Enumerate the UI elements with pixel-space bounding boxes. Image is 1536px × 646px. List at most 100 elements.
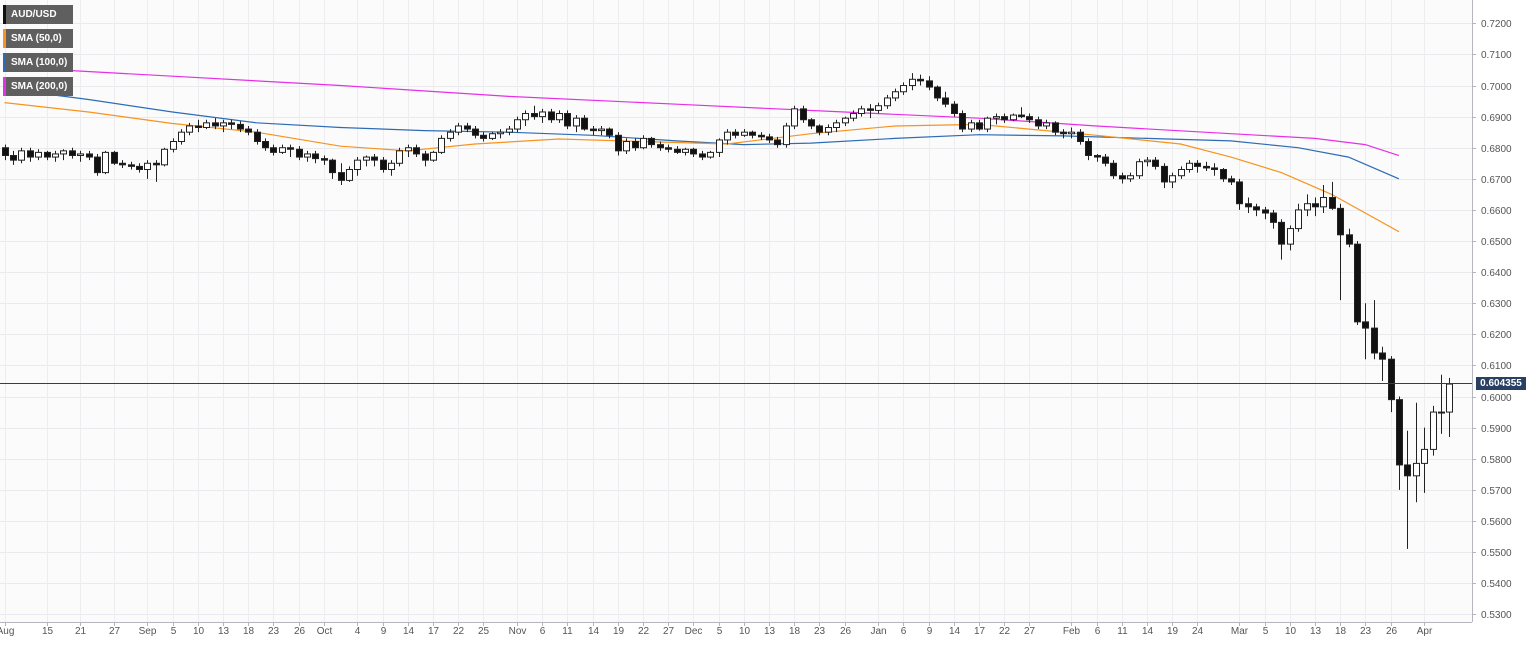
candle-body (60, 150, 67, 155)
candle-body (447, 131, 454, 139)
candle (951, 101, 958, 117)
x-tick-label: 10 (1285, 626, 1297, 637)
candle-body (413, 147, 420, 155)
candle (447, 129, 454, 142)
candle-body (212, 122, 219, 127)
candle (1211, 163, 1218, 176)
candle (1144, 157, 1151, 167)
candle-body (1010, 114, 1017, 121)
candle (968, 119, 975, 133)
candle (623, 138, 630, 154)
legend-symbol-swatch (3, 5, 6, 24)
legend-symbol[interactable]: AUD/USD (3, 5, 74, 24)
candle (321, 155, 328, 165)
candle (136, 163, 143, 173)
candle-body (438, 137, 445, 153)
candle-body (186, 125, 193, 133)
candle (346, 166, 353, 182)
candle (464, 122, 471, 133)
candle (732, 129, 739, 139)
candle-body (993, 116, 1000, 119)
candle (245, 125, 252, 136)
candle (1186, 160, 1193, 173)
candle (900, 82, 907, 95)
x-tick-label: 18 (243, 626, 255, 637)
candle (1136, 158, 1143, 179)
candle (455, 122, 462, 136)
candle-body (119, 162, 126, 166)
candle-body (153, 162, 160, 166)
legend-sma-50[interactable]: SMA (50,0) (3, 29, 74, 48)
candle (942, 91, 949, 108)
x-tick-label: 26 (1386, 626, 1398, 637)
candle-body (1102, 156, 1109, 164)
candle-body (262, 141, 269, 149)
candle (1262, 206, 1269, 220)
candle-body (1245, 203, 1252, 208)
candle-body (951, 103, 958, 115)
y-tick-label: 0.7000 (1481, 82, 1512, 93)
candle-body (514, 119, 521, 130)
candle (1169, 172, 1176, 189)
candle (884, 94, 891, 109)
candle (1337, 203, 1344, 301)
x-tick-label: 5 (717, 626, 723, 637)
candle (993, 113, 1000, 125)
candle-body (791, 108, 798, 127)
candle-body (35, 151, 42, 158)
candle (1354, 241, 1361, 325)
x-tick-label: Dec (685, 626, 703, 637)
legend-sma-200[interactable]: SMA (200,0) (3, 77, 74, 96)
x-tick-label: 22 (453, 626, 465, 637)
candle (842, 116, 849, 126)
candle-body (321, 158, 328, 161)
candle-body (892, 91, 899, 99)
candle (128, 161, 135, 170)
candle-body (665, 147, 672, 150)
candle (1396, 396, 1403, 490)
candle (825, 124, 832, 136)
candle (1110, 160, 1117, 179)
candle-body (1119, 175, 1126, 180)
candle (1236, 178, 1243, 210)
candle-body (128, 164, 135, 167)
candle (850, 110, 857, 122)
x-tick-label: 14 (1142, 626, 1154, 637)
x-tick-label: 17 (428, 626, 440, 637)
candle (396, 147, 403, 167)
candle (1438, 374, 1445, 434)
x-tick-label: Mar (1231, 626, 1249, 637)
x-tick-label: 17 (974, 626, 986, 637)
candle-body (44, 151, 51, 158)
x-tick-label: 5 (171, 626, 177, 637)
candle-body (833, 122, 840, 129)
candle-body (430, 151, 437, 161)
candle-body (18, 150, 25, 161)
candle-body (1270, 212, 1277, 223)
candle (783, 122, 790, 148)
candle-body (1337, 207, 1344, 236)
candle (699, 150, 706, 161)
candle (1304, 194, 1311, 217)
candle-body (968, 122, 975, 130)
x-tick-label: 14 (949, 626, 961, 637)
legend-sma-100[interactable]: SMA (100,0) (3, 53, 74, 72)
candle-body (1295, 209, 1302, 230)
candle (926, 76, 933, 91)
candle-body (363, 156, 370, 161)
candle-body (926, 80, 933, 88)
candle-body (1094, 155, 1101, 158)
candle-body (808, 119, 815, 127)
candle-body (52, 153, 59, 158)
y-tick-label: 0.7100 (1481, 50, 1512, 61)
candle (1253, 203, 1260, 217)
y-tick-label: 0.6300 (1481, 299, 1512, 310)
candle-body (774, 139, 781, 146)
x-tick-label: 21 (75, 626, 87, 637)
y-tick-label: 0.6200 (1481, 330, 1512, 341)
candle-body (279, 147, 286, 153)
y-tick-label: 0.5500 (1481, 548, 1512, 559)
candle-body (1001, 116, 1008, 121)
